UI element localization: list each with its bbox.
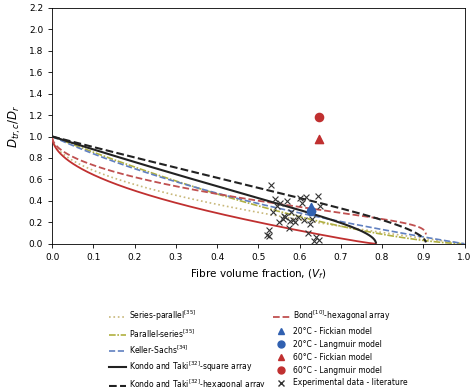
Point xyxy=(304,230,311,236)
Point xyxy=(296,195,303,201)
Point xyxy=(316,237,323,243)
Point xyxy=(275,219,283,226)
Point xyxy=(288,209,295,215)
Point xyxy=(282,214,289,220)
Point xyxy=(280,213,288,219)
Point xyxy=(294,214,301,220)
Point xyxy=(310,238,318,244)
Point xyxy=(265,227,273,233)
Point xyxy=(317,203,324,209)
Point xyxy=(290,217,297,223)
Point xyxy=(285,224,293,231)
Point xyxy=(287,218,294,224)
Point xyxy=(306,221,314,228)
Point xyxy=(308,216,316,222)
Point xyxy=(271,196,279,202)
Point xyxy=(300,217,308,223)
Point xyxy=(283,198,291,204)
Point xyxy=(316,113,323,120)
Point xyxy=(298,200,305,206)
Point xyxy=(307,208,315,214)
Point xyxy=(302,194,310,200)
Point xyxy=(269,209,276,215)
Point xyxy=(273,203,281,209)
Point xyxy=(307,204,315,211)
Point xyxy=(265,233,273,240)
Point xyxy=(316,136,323,142)
Point xyxy=(292,219,299,226)
Point xyxy=(314,192,322,199)
Point xyxy=(312,234,320,240)
X-axis label: Fibre volume fraction, ($V_f$): Fibre volume fraction, ($V_f$) xyxy=(190,267,327,281)
Point xyxy=(267,182,274,188)
Point xyxy=(263,232,270,238)
Point xyxy=(279,216,287,222)
Y-axis label: $D_{tr,c}/D_r$: $D_{tr,c}/D_r$ xyxy=(7,104,23,147)
Legend: Series-parallel$^{[35]}$, Parallel-series$^{[35]}$, Keller-Sachs$^{[34]}$, Kondo: Series-parallel$^{[35]}$, Parallel-serie… xyxy=(107,307,410,387)
Point xyxy=(276,200,284,206)
